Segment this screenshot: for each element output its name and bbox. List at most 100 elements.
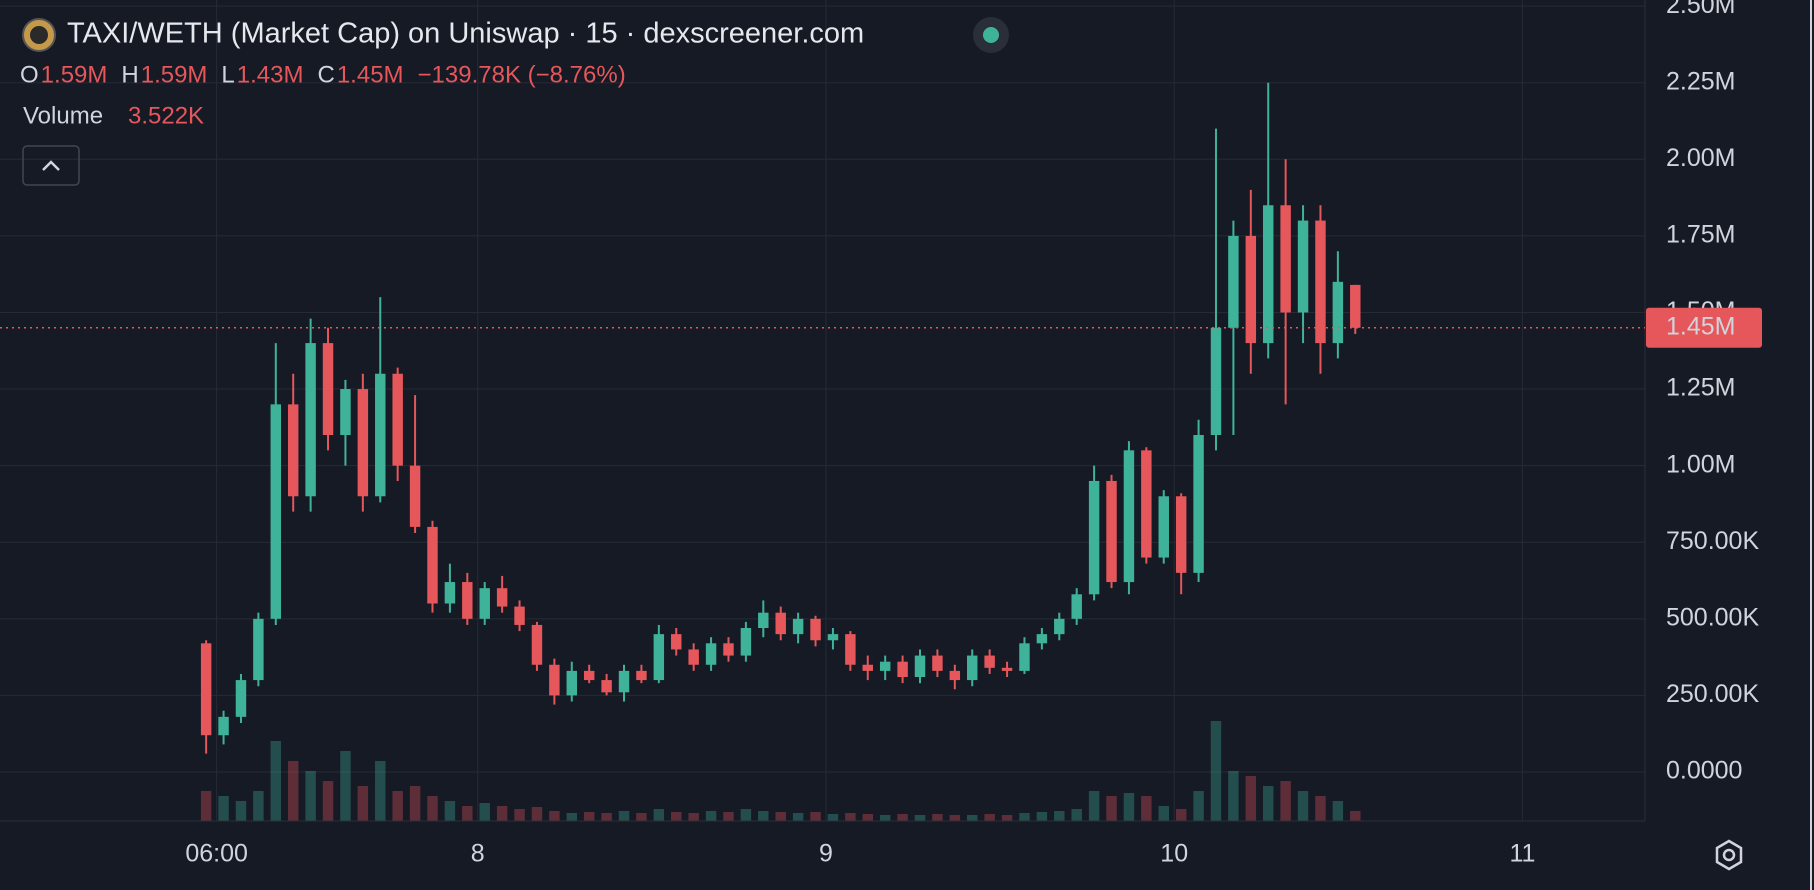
candle-body	[305, 343, 316, 497]
volume-bar	[862, 814, 873, 821]
candle-body	[671, 634, 682, 650]
volume-bar	[531, 807, 543, 821]
volume-bar	[671, 812, 682, 821]
candle-body	[740, 628, 752, 656]
candle-body	[705, 643, 717, 665]
candles	[200, 82, 1361, 754]
candle-body	[1141, 450, 1152, 558]
candle-body	[1297, 220, 1309, 313]
volume-bar	[1158, 806, 1169, 821]
ohlc-value: 1.45M	[337, 61, 404, 88]
volume-bar	[200, 791, 212, 821]
volume-bar	[235, 801, 247, 821]
candle-body	[653, 634, 665, 681]
change: −139.78K (−8.76%)	[418, 61, 626, 88]
volume-bar	[618, 811, 630, 821]
candle-body	[1019, 643, 1030, 671]
last-price-label: 1.45M	[1666, 312, 1735, 340]
candle-body	[810, 618, 821, 641]
settings-icon-center	[1722, 848, 1736, 862]
candle-body	[1088, 480, 1100, 595]
volume-bar	[392, 791, 403, 821]
volume-bar	[1123, 793, 1135, 821]
volume-bar	[462, 806, 473, 821]
volume-bar	[427, 796, 438, 821]
candle-body	[1263, 205, 1274, 344]
candle-body	[340, 389, 351, 436]
candle-body	[496, 588, 508, 607]
volume-bar	[375, 761, 386, 821]
ohlc-key: O	[20, 61, 39, 88]
volume-bar	[932, 814, 943, 821]
volume-bar	[218, 796, 229, 821]
candle-body	[427, 526, 438, 604]
candle-body	[1245, 235, 1257, 344]
candle-body	[1210, 327, 1222, 436]
candle-body	[636, 670, 647, 681]
volume-bar	[583, 812, 595, 821]
candle-body	[583, 670, 595, 681]
volume-bar	[566, 813, 578, 821]
volume-bar	[1106, 796, 1117, 821]
volume-bar	[984, 814, 995, 821]
settings-icon	[1715, 839, 1743, 871]
volume-bar	[1280, 781, 1291, 821]
volume-bar	[1297, 791, 1309, 821]
candle-body	[601, 680, 612, 693]
volume-bar	[705, 811, 717, 821]
y-tick-label: 750.00K	[1666, 527, 1759, 555]
candle-body	[375, 373, 386, 497]
axes: 0.0000 250.00K 500.00K 750.00K 1.00M 1.25M 1.5…	[0, 0, 1762, 868]
status-dot	[983, 27, 999, 43]
volume-bar	[322, 781, 334, 821]
candle-body	[1193, 435, 1204, 573]
x-tick-label: 06:00	[185, 840, 248, 868]
x-tick-label: 8	[471, 840, 485, 868]
x-tick-label: 10	[1160, 840, 1188, 868]
x-tick-label: 11	[1509, 840, 1535, 868]
volume-bar	[444, 801, 456, 821]
volume-label: Volume	[23, 102, 103, 129]
settings-button[interactable]	[1715, 839, 1743, 871]
candle-body	[688, 649, 699, 665]
volume-bar	[1175, 809, 1187, 821]
y-tick-label: 1.00M	[1666, 450, 1735, 478]
candle-body	[1054, 618, 1065, 635]
volume-bar	[827, 814, 839, 821]
token-logo-inner	[30, 26, 48, 44]
candle-body	[1175, 496, 1187, 573]
volume-bar	[340, 751, 351, 821]
candle-body	[618, 670, 630, 693]
ohlc-value: 1.59M	[41, 61, 108, 88]
candle-body	[862, 664, 873, 671]
volume-bar	[775, 812, 786, 821]
candle-body	[949, 670, 961, 681]
candle-body	[879, 661, 891, 671]
collapse-button[interactable]	[22, 145, 80, 186]
ohlc-legend: O 1.59M H 1.59M L 1.43M C 1.45M −139.78K (−8.76%…	[20, 61, 626, 88]
volume-bar	[287, 761, 299, 821]
volume-bar	[653, 809, 665, 821]
candle-body	[392, 373, 403, 466]
candle-body	[549, 664, 560, 696]
candle-body	[967, 655, 978, 681]
candle-body	[1036, 634, 1048, 644]
candle-body	[1228, 235, 1239, 328]
candle-body	[200, 643, 212, 736]
volume-bar	[479, 803, 490, 821]
volume-bar	[1088, 791, 1100, 821]
candle-body	[357, 389, 369, 497]
candle-body	[723, 643, 734, 656]
candle-body	[235, 680, 247, 717]
candle-body	[514, 606, 525, 625]
volume-bar	[1054, 811, 1065, 821]
volume-bar	[357, 786, 369, 821]
volume-bar	[1350, 811, 1361, 821]
volume-bar	[967, 815, 978, 821]
y-tick-label: 2.50M	[1666, 0, 1735, 19]
candle-body	[1332, 281, 1344, 344]
candle-body	[253, 618, 264, 681]
volume-bar	[409, 786, 421, 821]
